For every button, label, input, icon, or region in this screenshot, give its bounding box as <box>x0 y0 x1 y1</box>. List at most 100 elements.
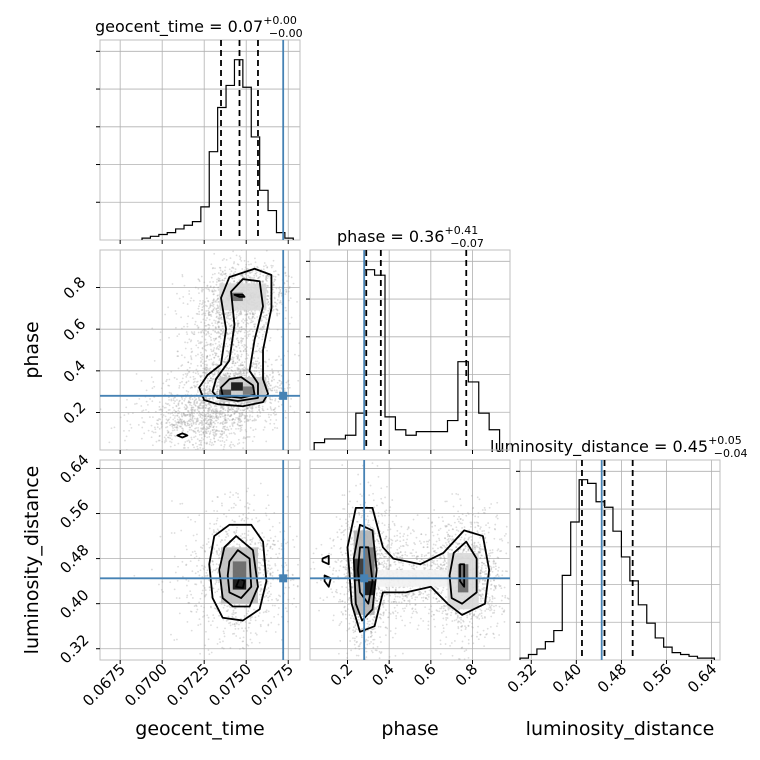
scatter-point <box>376 534 379 537</box>
scatter-point <box>217 557 220 560</box>
scatter-point <box>257 561 260 564</box>
scatter-point <box>216 388 219 391</box>
scatter-point <box>228 268 231 271</box>
scatter-point <box>267 599 270 602</box>
scatter-point <box>213 607 216 610</box>
scatter-point <box>242 409 245 412</box>
scatter-point <box>256 360 259 363</box>
scatter-point <box>181 422 184 424</box>
scatter-point <box>229 273 232 276</box>
scatter-point <box>216 417 218 420</box>
scatter-point <box>224 530 227 533</box>
scatter-point <box>354 624 357 627</box>
scatter-point <box>244 415 247 418</box>
title-phase: phase = 0.36+0.41 −0.07 <box>337 224 484 250</box>
scatter-point <box>272 375 274 378</box>
scatter-point <box>159 338 162 341</box>
scatter-point <box>216 298 219 301</box>
scatter-point <box>258 566 261 569</box>
scatter-point <box>213 388 216 391</box>
scatter-point <box>264 278 267 280</box>
scatter-point <box>260 349 263 352</box>
scatter-point <box>231 422 234 425</box>
scatter-point <box>237 407 240 410</box>
scatter-point <box>236 373 239 376</box>
scatter-point <box>277 540 279 543</box>
scatter-point <box>241 533 244 535</box>
scatter-point <box>210 350 213 353</box>
scatter-point <box>248 263 250 266</box>
scatter-point <box>207 537 210 540</box>
scatter-point <box>100 408 102 411</box>
scatter-point <box>214 404 217 407</box>
scatter-point <box>266 549 269 552</box>
scatter-point <box>219 422 222 425</box>
scatter-point <box>212 290 215 293</box>
scatter-point <box>278 291 281 294</box>
scatter-point <box>202 411 204 414</box>
scatter-point <box>252 429 255 432</box>
scatter-point <box>253 494 256 497</box>
scatter-point <box>202 406 205 409</box>
scatter-point <box>243 436 245 439</box>
scatter-point <box>201 428 204 431</box>
histogram-bar <box>184 225 192 240</box>
scatter-point <box>251 405 254 408</box>
scatter-point <box>247 530 250 533</box>
histogram-bar <box>613 531 621 660</box>
scatter-point <box>188 397 191 400</box>
scatter-point <box>382 621 385 624</box>
scatter-point <box>217 306 220 309</box>
scatter-point <box>272 275 275 278</box>
scatter-point <box>218 321 220 324</box>
histogram-bar <box>427 432 437 450</box>
scatter-point <box>251 339 254 342</box>
scatter-point <box>231 330 233 333</box>
scatter-point <box>219 336 221 338</box>
scatter-point <box>339 598 341 601</box>
scatter-point <box>221 327 224 330</box>
scatter-point <box>251 407 254 409</box>
scatter-point <box>200 433 203 436</box>
scatter-point <box>239 621 242 624</box>
scatter-point <box>217 355 219 358</box>
scatter-point <box>221 430 223 433</box>
scatter-point <box>230 441 233 444</box>
scatter-point <box>204 388 207 391</box>
scatter-point <box>247 507 250 510</box>
scatter-point <box>246 643 249 646</box>
scatter-point <box>208 379 211 382</box>
scatter-point <box>209 438 212 441</box>
scatter-point <box>210 606 212 609</box>
scatter-point <box>261 325 264 328</box>
scatter-point <box>198 431 201 433</box>
scatter-point <box>164 438 167 440</box>
scatter-point <box>189 418 192 421</box>
scatter-point <box>208 527 211 530</box>
scatter-point <box>202 431 205 434</box>
scatter-point <box>243 614 246 617</box>
scatter-point <box>200 430 203 432</box>
scatter-point <box>247 354 250 357</box>
scatter-point <box>205 426 208 428</box>
scatter-point <box>238 417 241 420</box>
scatter-point <box>266 290 269 293</box>
scatter-point <box>229 343 231 346</box>
scatter-point <box>212 308 215 311</box>
scatter-point <box>336 531 339 534</box>
scatter-point <box>261 281 264 284</box>
scatter-point <box>204 348 207 351</box>
scatter-point <box>241 627 243 630</box>
scatter-point <box>181 275 184 278</box>
scatter-point <box>273 389 276 392</box>
scatter-point <box>260 564 263 566</box>
scatter-point <box>216 550 218 552</box>
scatter-point <box>243 536 246 539</box>
scatter-point <box>288 287 291 290</box>
scatter-point <box>279 379 281 382</box>
scatter-point <box>189 396 191 399</box>
scatter-point <box>287 350 289 353</box>
x-tick-label: 0.40 <box>549 660 585 696</box>
scatter-point <box>214 466 216 468</box>
scatter-point <box>217 439 220 442</box>
